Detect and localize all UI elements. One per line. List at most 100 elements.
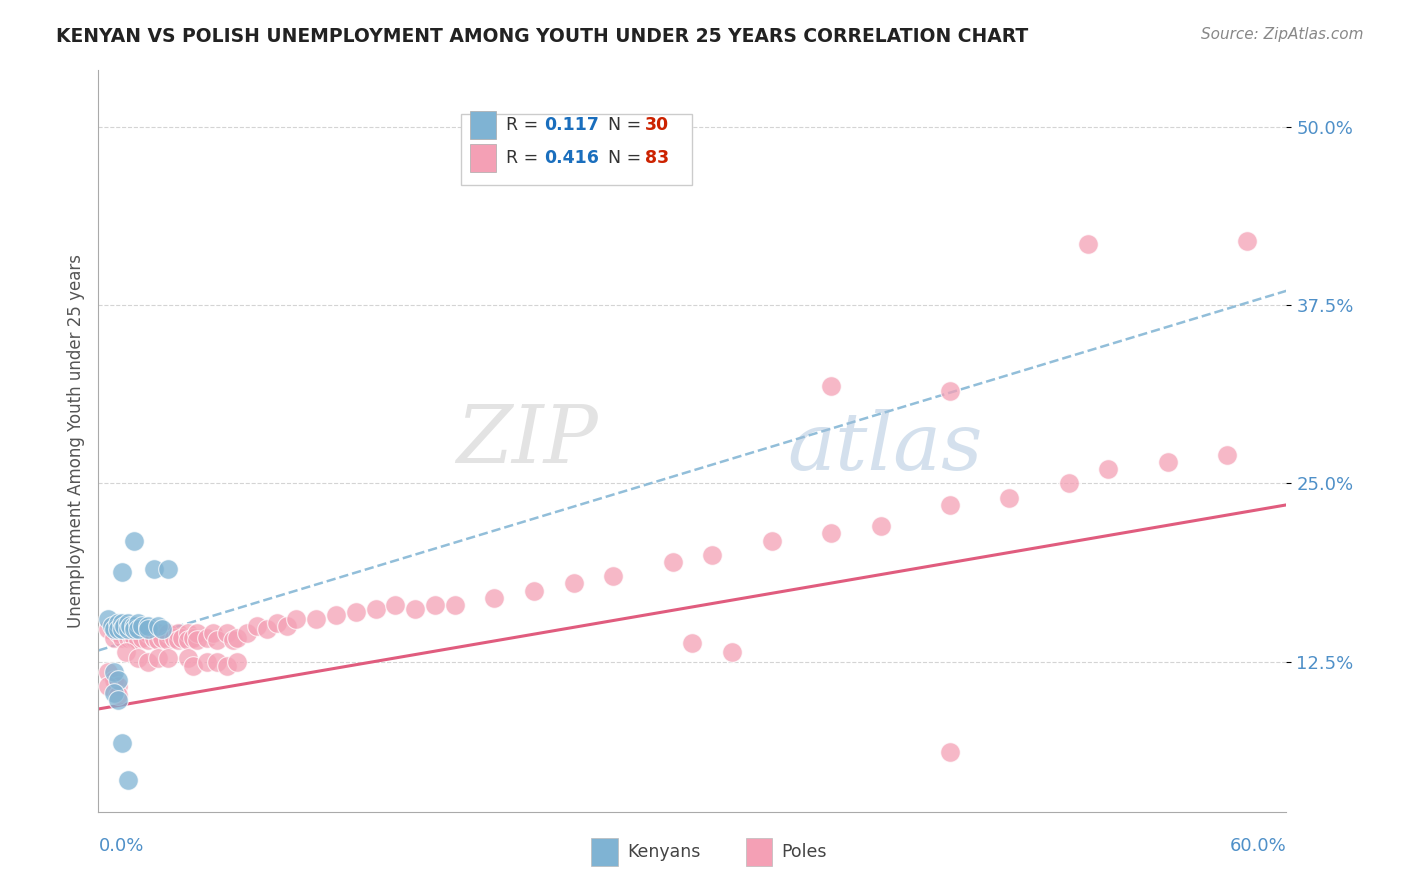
Text: 0.117: 0.117 (544, 116, 599, 134)
Text: N =: N = (598, 116, 647, 134)
Point (186, 633, 208, 648)
Point (136, 619, 159, 633)
Point (176, 650, 198, 665)
Point (226, 631, 249, 645)
Point (344, 605, 367, 619)
Point (939, 384, 962, 398)
Text: 30: 30 (645, 116, 669, 134)
Text: ZIP: ZIP (456, 402, 598, 479)
Point (156, 650, 179, 665)
Point (97, 665, 120, 679)
Point (166, 626, 188, 640)
Point (1216, 448, 1239, 462)
Point (122, 619, 145, 633)
Point (276, 619, 298, 633)
Point (117, 622, 139, 636)
Point (364, 602, 387, 616)
Point (325, 607, 347, 622)
Point (226, 655, 249, 669)
Point (122, 622, 145, 636)
Point (122, 533, 145, 548)
Bar (470, 111, 496, 139)
Point (146, 633, 169, 648)
Point (166, 633, 188, 648)
Point (107, 693, 129, 707)
Point (186, 626, 208, 640)
Point (120, 626, 142, 640)
Point (266, 616, 288, 631)
Point (183, 659, 205, 673)
Point (111, 616, 134, 631)
Point (136, 655, 159, 669)
Point (111, 631, 134, 645)
Y-axis label: Unemployment Among Youth under 25 years: Unemployment Among Youth under 25 years (66, 253, 84, 628)
Point (136, 626, 159, 640)
Point (217, 659, 239, 673)
Point (562, 576, 585, 591)
Point (127, 626, 149, 640)
Point (869, 519, 891, 533)
Point (523, 583, 546, 598)
Point (112, 619, 135, 633)
Point (163, 631, 186, 645)
Point (107, 622, 129, 636)
Point (444, 598, 467, 612)
Text: Poles: Poles (782, 843, 827, 861)
FancyBboxPatch shape (461, 114, 692, 185)
Point (150, 622, 173, 636)
Point (107, 616, 129, 631)
Point (1156, 455, 1178, 469)
Point (136, 633, 159, 648)
Point (136, 622, 159, 636)
Point (156, 562, 179, 576)
Point (142, 631, 165, 645)
Text: Kenyans: Kenyans (627, 843, 700, 861)
Point (423, 598, 446, 612)
Point (127, 650, 149, 665)
Point (205, 633, 228, 648)
Bar (747, 838, 772, 866)
Bar (592, 838, 617, 866)
Point (121, 631, 143, 645)
Point (146, 619, 169, 633)
Point (115, 645, 138, 659)
Point (120, 619, 142, 633)
Point (107, 688, 129, 702)
Point (602, 569, 624, 583)
Point (103, 665, 125, 679)
Text: 60.0%: 60.0% (1230, 837, 1286, 855)
Point (761, 533, 783, 548)
Point (107, 673, 129, 688)
Point (404, 602, 426, 616)
Point (127, 633, 149, 648)
Point (256, 622, 278, 636)
Point (146, 650, 169, 665)
Point (176, 633, 198, 648)
Point (97, 612, 120, 626)
Bar (470, 144, 496, 172)
Point (156, 626, 179, 640)
Point (721, 645, 744, 659)
Point (285, 612, 308, 626)
Point (146, 626, 169, 640)
Point (111, 565, 134, 579)
Point (195, 631, 218, 645)
Point (1057, 476, 1080, 491)
Point (127, 622, 149, 636)
Point (103, 686, 125, 700)
Point (170, 631, 193, 645)
Point (122, 631, 145, 645)
Point (103, 622, 125, 636)
Point (246, 619, 269, 633)
Point (820, 379, 842, 393)
Text: R =: R = (506, 149, 544, 167)
Point (222, 633, 245, 648)
Text: 0.0%: 0.0% (98, 837, 143, 855)
Point (111, 736, 134, 750)
Point (127, 616, 149, 631)
Point (1097, 462, 1119, 476)
Point (305, 612, 328, 626)
Text: N =: N = (598, 149, 647, 167)
Point (107, 626, 129, 640)
Point (939, 498, 962, 512)
